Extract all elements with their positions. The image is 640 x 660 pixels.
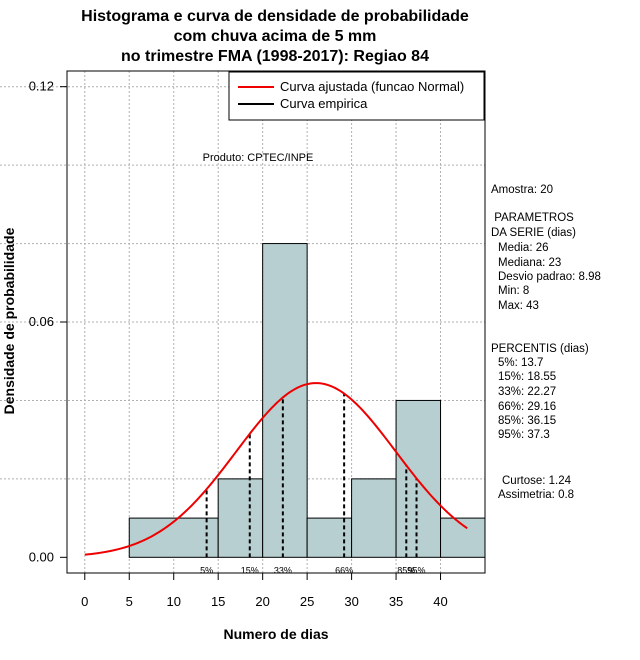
x-tick-label: 5 bbox=[126, 594, 133, 609]
stat-percentile: 15%: 18.55 bbox=[498, 371, 556, 383]
stat-param: Desvio padrao: 8.98 bbox=[498, 271, 601, 283]
stat-param: Media: 26 bbox=[498, 242, 549, 254]
x-tick-label: 30 bbox=[344, 594, 358, 609]
x-tick-label: 25 bbox=[300, 594, 314, 609]
y-tick-label: 0.06 bbox=[29, 314, 54, 329]
percentile-label: 33% bbox=[274, 565, 292, 575]
y-axis: 0.00 0.06 0.12 bbox=[29, 79, 68, 564]
stat-params-header-1: PARAMETROS bbox=[491, 212, 574, 224]
stat-percentiles-header: PERCENTIS (dias) bbox=[491, 343, 589, 355]
percentile-label: 66% bbox=[335, 565, 353, 575]
histogram-bar bbox=[217, 478, 264, 558]
stat-percentile: 33%: 22.27 bbox=[498, 386, 556, 398]
percentile-label: 95% bbox=[408, 565, 426, 575]
percentile-label: 15% bbox=[241, 565, 259, 575]
stat-percentile: 95%: 37.3 bbox=[498, 429, 550, 441]
percentile-label: 5% bbox=[200, 565, 213, 575]
chart-title-line-1: Histograma e curva de densidade de proba… bbox=[81, 8, 469, 25]
y-axis-label: Densidade de probabilidade bbox=[1, 227, 17, 414]
x-tick-label: 10 bbox=[166, 594, 180, 609]
fitted-normal-curve bbox=[84, 382, 468, 556]
percentile-lines: 5% 15% 33% 66% 85%95% bbox=[200, 393, 426, 575]
legend: Curva ajustada (funcao Normal) Curva emp… bbox=[228, 71, 485, 121]
stat-param: Max: 43 bbox=[498, 300, 539, 312]
x-axis: 0 5 10 15 20 25 30 35 40 bbox=[81, 572, 448, 609]
stat-curtose: Curtose: 1.24 bbox=[502, 475, 572, 487]
stat-param: Min: 8 bbox=[498, 285, 529, 297]
stat-percentile: 66%: 29.16 bbox=[498, 401, 556, 413]
stat-percentile: 5%: 13.7 bbox=[498, 357, 543, 369]
stat-sample: Amostra: 20 bbox=[491, 184, 553, 196]
histogram-bar bbox=[262, 243, 308, 558]
x-tick-label: 35 bbox=[389, 594, 403, 609]
x-axis-label: Numero de dias bbox=[223, 626, 328, 642]
percentile-label: 85% bbox=[397, 565, 415, 575]
legend-label-empirical: Curva empirica bbox=[280, 96, 368, 111]
stat-params-header-2: DA SERIE (dias) bbox=[491, 227, 576, 239]
histogram-bar bbox=[128, 517, 219, 558]
y-tick-label: 0.00 bbox=[29, 549, 54, 564]
chart-title-line-2: com chuva acima de 5 mm bbox=[174, 28, 377, 45]
chart-title-line-3: no trimestre FMA (1998-2017): Regiao 84 bbox=[121, 48, 429, 65]
stat-percentile: 85%: 36.15 bbox=[498, 415, 556, 427]
x-tick-label: 20 bbox=[255, 594, 269, 609]
histogram-bars bbox=[128, 243, 486, 558]
histogram-bar bbox=[351, 478, 397, 558]
legend-box bbox=[228, 71, 485, 121]
stat-param: Mediana: 23 bbox=[498, 257, 561, 269]
stat-assimetria: Assimetria: 0.8 bbox=[498, 489, 574, 501]
stats-panel: Amostra: 20 PARAMETROS DA SERIE (dias) M… bbox=[491, 184, 601, 501]
legend-label-fitted: Curva ajustada (funcao Normal) bbox=[280, 79, 464, 94]
x-tick-label: 40 bbox=[433, 594, 447, 609]
y-tick-label: 0.12 bbox=[29, 79, 54, 94]
histogram-bar bbox=[306, 517, 353, 558]
x-tick-label: 15 bbox=[211, 594, 225, 609]
x-tick-label: 0 bbox=[81, 594, 88, 609]
histogram-bar bbox=[395, 399, 442, 558]
product-note: Produto: CPTEC/INPE bbox=[203, 152, 314, 164]
